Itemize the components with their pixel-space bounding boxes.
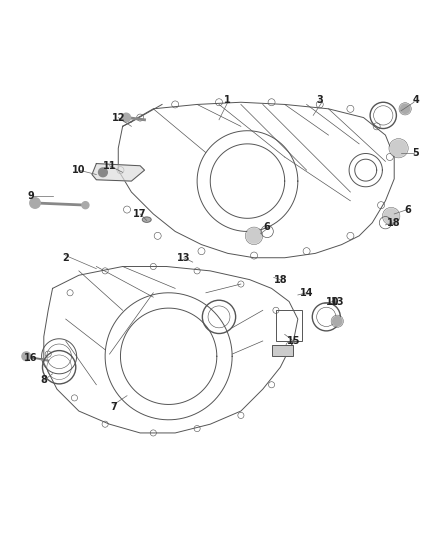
Text: 17: 17 <box>134 209 147 219</box>
Text: 5: 5 <box>413 148 420 158</box>
Bar <box>276 310 302 341</box>
Text: 11: 11 <box>103 161 116 171</box>
Text: 2: 2 <box>62 253 69 263</box>
Text: 9: 9 <box>27 191 34 201</box>
Text: 10: 10 <box>326 296 339 306</box>
Circle shape <box>122 113 131 122</box>
Circle shape <box>82 201 89 209</box>
Text: 6: 6 <box>264 222 271 232</box>
Circle shape <box>400 103 410 114</box>
Circle shape <box>246 228 262 244</box>
Polygon shape <box>92 164 145 181</box>
Text: 18: 18 <box>273 274 287 285</box>
Text: 16: 16 <box>24 353 37 364</box>
Text: 8: 8 <box>40 375 47 385</box>
Text: 14: 14 <box>300 288 313 298</box>
Text: 13: 13 <box>177 253 191 263</box>
Circle shape <box>390 140 407 157</box>
Text: 3: 3 <box>316 95 323 105</box>
Bar <box>272 345 293 356</box>
Circle shape <box>99 168 107 177</box>
Text: 1: 1 <box>224 95 231 105</box>
Circle shape <box>332 316 343 327</box>
Circle shape <box>383 208 399 224</box>
Text: 13: 13 <box>331 296 344 306</box>
Text: 12: 12 <box>112 112 125 123</box>
Text: 4: 4 <box>413 95 420 105</box>
Text: 7: 7 <box>110 402 117 411</box>
Text: 18: 18 <box>387 217 401 228</box>
Circle shape <box>22 352 31 361</box>
Text: 6: 6 <box>404 205 411 215</box>
Circle shape <box>30 198 40 208</box>
Text: 10: 10 <box>72 165 85 175</box>
Text: 15: 15 <box>287 336 300 346</box>
Ellipse shape <box>142 217 151 222</box>
